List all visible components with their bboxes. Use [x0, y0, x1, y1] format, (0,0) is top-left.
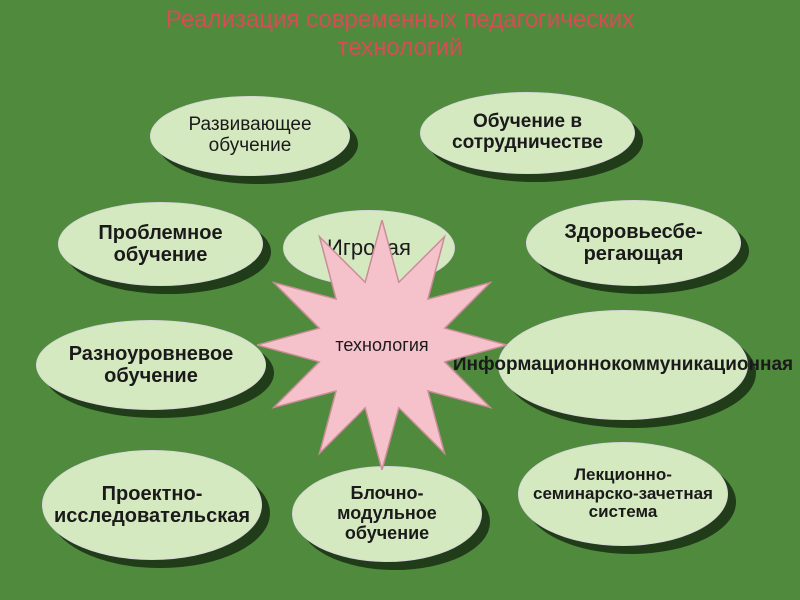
node-collab: Обучение в сотрудничестве — [420, 92, 635, 174]
node-label: Обучение в сотрудничестве — [435, 112, 620, 154]
node-label: Разноуровневое обучение — [51, 343, 251, 387]
node-project: Проектно-исследовательская — [42, 450, 262, 560]
node-developing: Развивающее обучение — [150, 96, 350, 176]
node-label: Здоровьесбе-регающая — [541, 221, 726, 265]
node-block: Блочно-модульное обучение — [292, 466, 482, 562]
node-multilevel: Разноуровневое обучение — [36, 320, 266, 410]
node-label: Лекционно-семинарско-зачетная система — [533, 466, 713, 522]
node-label: Проектно-исследовательская — [54, 483, 250, 527]
node-lecture: Лекционно-семинарско-зачетная система — [518, 442, 728, 546]
node-health: Здоровьесбе-регающая — [526, 200, 741, 286]
diagram-canvas: Реализация современных педагогических те… — [0, 0, 800, 600]
title-line1: Реализация современных педагогических — [166, 6, 634, 33]
center-star: технология — [257, 220, 507, 470]
node-label: Блочно-модульное обучение — [307, 484, 467, 543]
title-line2: технологий — [338, 34, 463, 61]
node-problem: Проблемное обучение — [58, 202, 263, 286]
diagram-title: Реализация современных педагогических те… — [0, 6, 800, 61]
node-label: Проблемное обучение — [73, 222, 248, 266]
node-ict: Информационнокоммуникационная — [498, 310, 748, 420]
star-burst-icon — [257, 220, 507, 470]
node-label: Развивающее обучение — [165, 115, 335, 157]
